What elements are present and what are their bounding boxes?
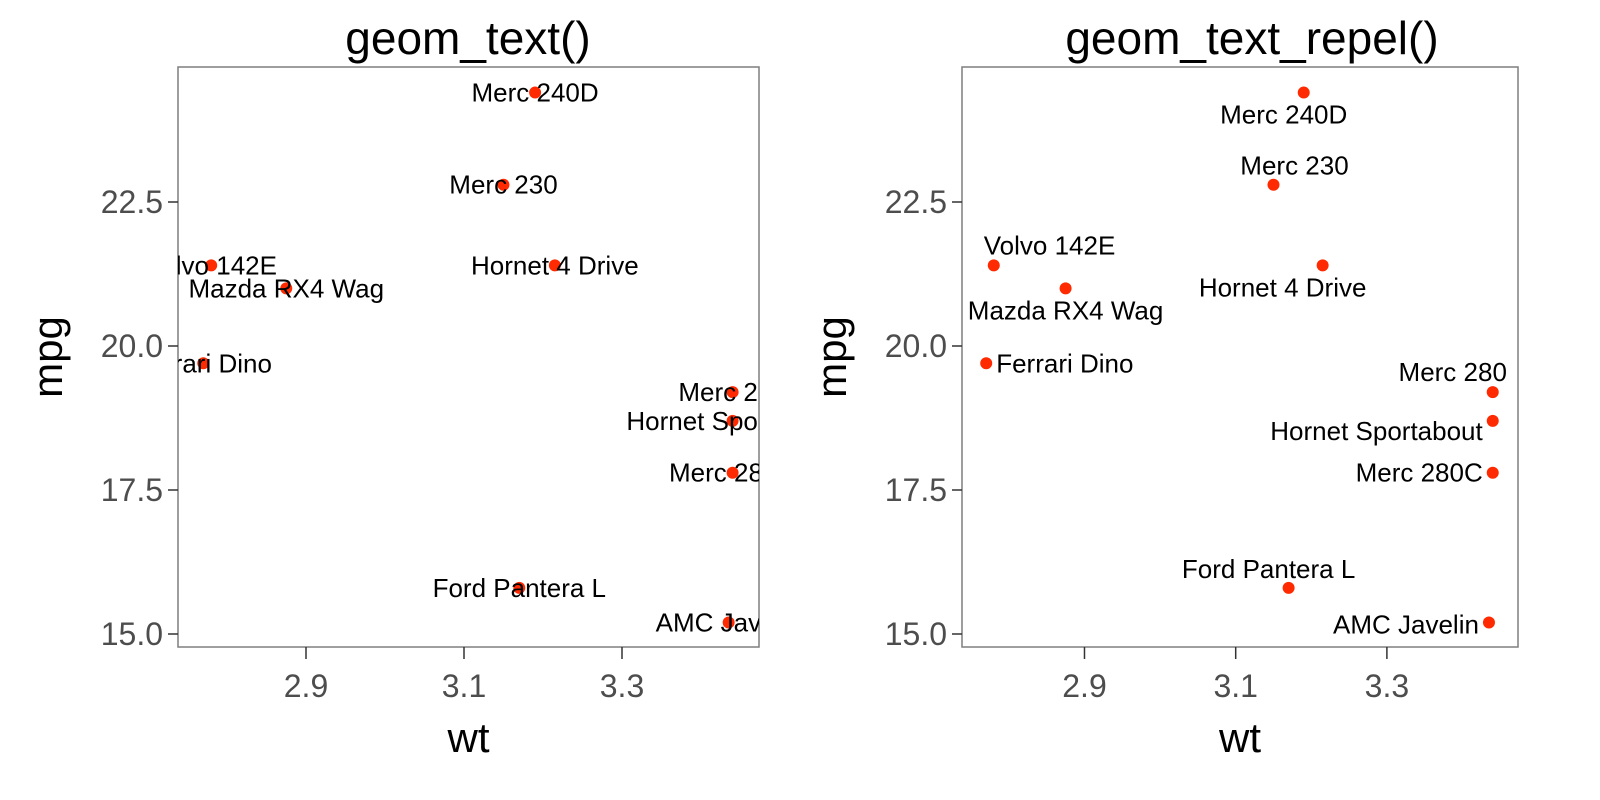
point-marker <box>1486 386 1499 399</box>
point-marker <box>548 259 561 272</box>
x-tick-label: 3.1 <box>1213 668 1257 704</box>
x-tick-label: 2.9 <box>1062 668 1106 704</box>
point-marker <box>1267 178 1280 191</box>
point-label: Merc 280C <box>1356 458 1483 488</box>
x-axis-title: wt <box>447 714 490 761</box>
point-label: Hornet Sportabout <box>1270 416 1483 446</box>
plot-panel <box>961 66 1519 648</box>
point-marker <box>205 259 218 272</box>
point-label: Merc 280C <box>669 458 796 488</box>
point-marker <box>197 357 210 370</box>
point-marker <box>280 282 293 295</box>
point-label: Merc 280 <box>1399 357 1507 387</box>
point-label: Ferrari Dino <box>135 348 272 378</box>
x-axis-title: wt <box>1218 714 1261 761</box>
point-marker <box>1486 414 1499 427</box>
data-point: Hornet Sportabout <box>1270 414 1499 446</box>
chart-title: geom_text_repel() <box>1065 12 1438 64</box>
point-label: Hornet 4 Drive <box>471 250 639 280</box>
data-point: Volvo 142E <box>984 230 1116 272</box>
point-marker <box>497 178 510 191</box>
point-marker <box>726 414 739 427</box>
point-marker <box>529 86 542 99</box>
data-point: Mazda RX4 Wag <box>968 282 1164 325</box>
data-point: Merc 280 <box>1399 357 1507 399</box>
point-marker <box>980 357 993 370</box>
point-label: Merc 240D <box>472 78 599 108</box>
point-marker <box>987 259 1000 272</box>
y-axis-title: mpg <box>24 316 71 398</box>
data-point: Ferrari Dino <box>980 348 1133 378</box>
data-point: Hornet Sportabout <box>626 406 839 436</box>
y-tick-label: 17.5 <box>101 472 163 508</box>
x-tick-label: 2.9 <box>284 668 328 704</box>
point-marker <box>1282 581 1295 594</box>
x-tick-label: 3.1 <box>442 668 486 704</box>
data-point: Merc 280 <box>678 377 786 407</box>
chart-title: geom_text() <box>345 12 590 64</box>
data-point: Volvo 142E <box>145 250 277 280</box>
point-label: Ford Pantera L <box>1182 554 1355 584</box>
data-point: AMC Javelin <box>1333 609 1495 639</box>
point-label: Merc 240D <box>1220 100 1347 130</box>
data-layer: Mazda RX4 Wag Hornet 4 Drive Hornet Sporta… <box>968 86 1507 639</box>
point-marker <box>1297 86 1310 99</box>
point-label: AMC Javelin <box>656 607 802 637</box>
point-label: Mazda RX4 Wag <box>968 295 1164 325</box>
data-point: Hornet 4 Drive <box>1199 259 1367 302</box>
point-label: Ford Pantera L <box>433 573 606 603</box>
point-label: Volvo 142E <box>984 230 1116 260</box>
point-marker <box>1482 616 1495 629</box>
point-label: Merc 230 <box>1240 151 1348 181</box>
point-marker <box>1316 259 1329 272</box>
panel-geom-text: geom_text() 15.0 17.5 20.0 22.5 2.9 3.1 3.3 wt mp… <box>24 12 839 761</box>
data-point: Ford Pantera L <box>433 573 606 603</box>
point-label: AMC Javelin <box>1333 609 1479 639</box>
data-point: Merc 230 <box>1240 151 1349 191</box>
data-point: Mazda RX4 Wag <box>188 273 384 303</box>
point-marker <box>722 616 735 629</box>
y-axis-title: mpg <box>808 316 855 398</box>
data-point: Merc 230 <box>449 170 557 200</box>
panel-geom-text-repel: geom_text_repel() 15.0 17.5 20.0 22.5 2.9 3.1 3… <box>808 12 1519 761</box>
y-tick-label: 22.5 <box>101 184 163 220</box>
x-tick-label: 3.3 <box>600 668 644 704</box>
point-label: Mazda RX4 Wag <box>188 273 384 303</box>
y-tick-label: 15.0 <box>885 616 947 652</box>
data-point: Ferrari Dino <box>135 348 272 378</box>
y-tick-label: 22.5 <box>885 184 947 220</box>
data-point: Hornet 4 Drive <box>471 250 639 280</box>
point-marker <box>1059 282 1072 295</box>
point-marker <box>726 386 739 399</box>
point-label: Merc 280 <box>678 377 786 407</box>
point-label: Ferrari Dino <box>996 348 1133 378</box>
y-tick-label: 15.0 <box>101 616 163 652</box>
point-marker <box>1486 466 1499 479</box>
point-label: Volvo 142E <box>145 250 277 280</box>
point-label: Merc 230 <box>449 170 557 200</box>
data-point: Merc 240D <box>1220 86 1347 130</box>
y-tick-label: 20.0 <box>885 328 947 364</box>
y-tick-label: 20.0 <box>101 328 163 364</box>
data-point: Merc 280C <box>1356 458 1499 488</box>
data-point: Merc 280C <box>669 458 796 488</box>
data-point: Ford Pantera L <box>1182 554 1355 594</box>
data-point: Merc 240D <box>472 78 599 108</box>
point-marker <box>513 581 526 594</box>
y-tick-label: 17.5 <box>885 472 947 508</box>
data-point: AMC Javelin <box>656 607 802 637</box>
plot-panel <box>177 66 760 648</box>
x-tick-label: 3.3 <box>1365 668 1409 704</box>
point-marker <box>726 466 739 479</box>
point-label: Hornet Sportabout <box>626 406 839 436</box>
data-layer: Mazda RX4 Wag Hornet 4 Drive Hornet Sporta… <box>135 78 839 638</box>
point-label: Hornet 4 Drive <box>1199 272 1367 302</box>
